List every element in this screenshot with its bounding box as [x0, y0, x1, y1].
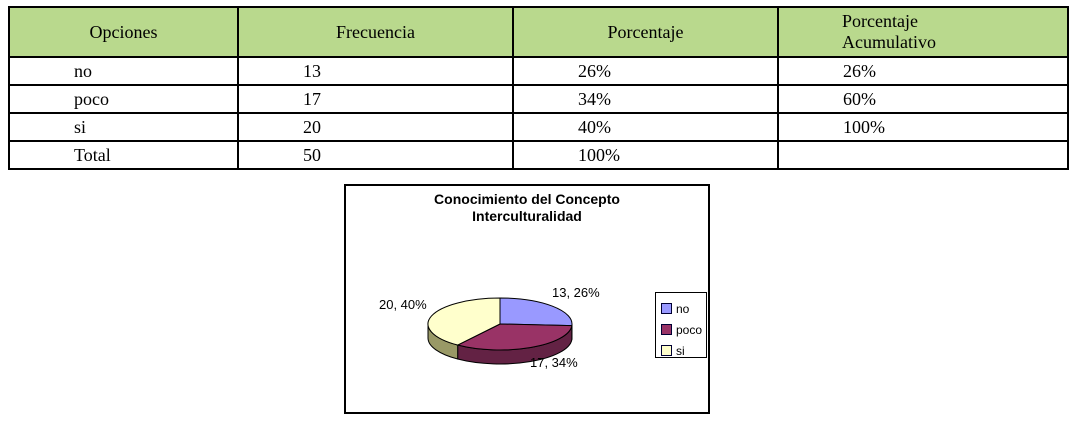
- table-row-no: no 13 26% 26%: [8, 56, 1069, 86]
- data-label-no: 13, 26%: [552, 285, 600, 300]
- legend-item-no: no: [661, 298, 706, 319]
- table-row-total: Total 50 100%: [8, 140, 1069, 170]
- data-label-si: 20, 40%: [379, 297, 427, 312]
- cell-acumulativo: 26%: [777, 56, 1069, 86]
- data-label-poco: 17, 34%: [530, 355, 578, 370]
- chart-title-line-1: Conocimiento del Concepto: [434, 191, 620, 207]
- legend-swatch-no: [661, 303, 672, 314]
- cell-opcion: poco: [8, 84, 239, 114]
- cell-opcion: Total: [8, 140, 239, 170]
- legend-item-poco: poco: [661, 319, 706, 340]
- cell-acumulativo: [777, 140, 1069, 170]
- cell-porcentaje: 34%: [512, 84, 779, 114]
- pie-chart-panel: Conocimiento del Concepto Interculturali…: [344, 184, 710, 414]
- chart-title-line-2: Interculturalidad: [472, 208, 582, 224]
- legend-label-si: si: [676, 343, 685, 358]
- column-header-porcentaje-acumulativo-label: Porcentaje Acumulativo: [842, 11, 936, 52]
- cell-frecuencia: 50: [237, 140, 514, 170]
- frequency-table: Opciones Frecuencia Porcentaje Porcentaj…: [8, 6, 1069, 170]
- legend-label-no: no: [676, 301, 690, 316]
- cell-frecuencia: 13: [237, 56, 514, 86]
- table-row-si: si 20 40% 100%: [8, 112, 1069, 142]
- column-header-porcentaje-acumulativo: Porcentaje Acumulativo: [777, 6, 1069, 58]
- cell-frecuencia: 20: [237, 112, 514, 142]
- legend-label-poco: poco: [676, 322, 703, 337]
- cell-porcentaje: 26%: [512, 56, 779, 86]
- cell-opcion: si: [8, 112, 239, 142]
- legend-item-si: si: [661, 340, 706, 361]
- legend: no poco si: [655, 292, 707, 358]
- table-header-row: Opciones Frecuencia Porcentaje Porcentaj…: [8, 6, 1069, 58]
- pie-3d: [427, 297, 573, 365]
- legend-swatch-poco: [661, 324, 672, 335]
- cell-opcion: no: [8, 56, 239, 86]
- cell-porcentaje: 40%: [512, 112, 779, 142]
- cell-acumulativo: 100%: [777, 112, 1069, 142]
- cell-porcentaje: 100%: [512, 140, 779, 170]
- column-header-opciones: Opciones: [8, 6, 239, 58]
- table-row-poco: poco 17 34% 60%: [8, 84, 1069, 114]
- column-header-frecuencia: Frecuencia: [237, 6, 514, 58]
- cell-acumulativo: 60%: [777, 84, 1069, 114]
- cell-frecuencia: 17: [237, 84, 514, 114]
- chart-title: Conocimiento del Concepto Interculturali…: [346, 191, 708, 225]
- column-header-porcentaje: Porcentaje: [512, 6, 779, 58]
- legend-swatch-si: [661, 345, 672, 356]
